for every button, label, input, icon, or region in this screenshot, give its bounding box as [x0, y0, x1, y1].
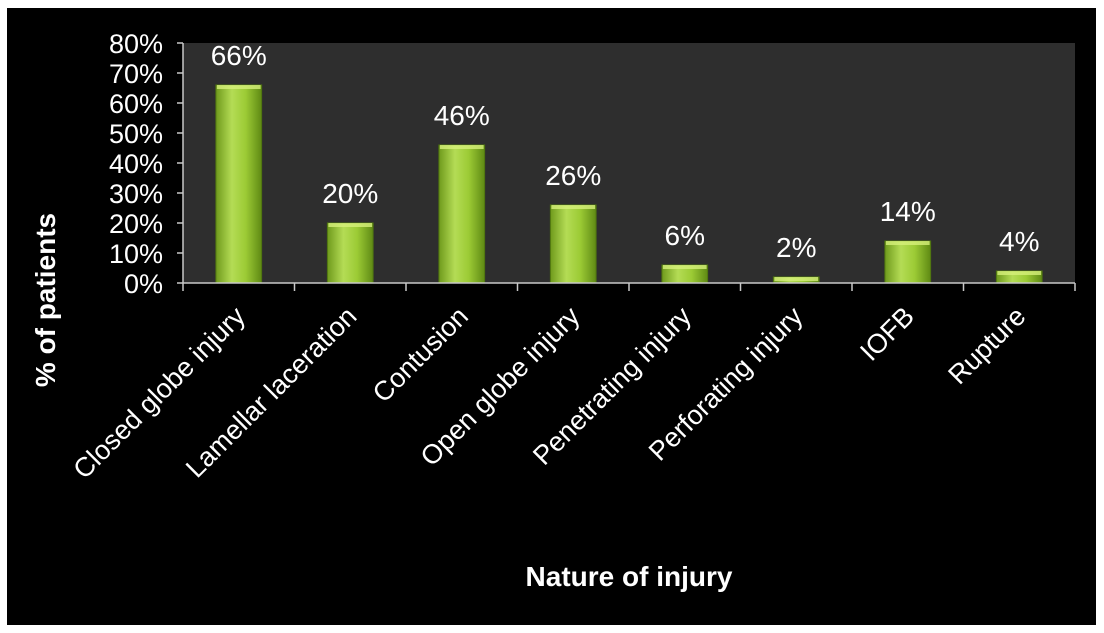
- x-tick-label: Contusion: [367, 301, 474, 408]
- bar: [215, 84, 263, 284]
- bar-highlight: [216, 85, 261, 89]
- y-tick-label: 0%: [124, 269, 163, 299]
- bar: [438, 144, 486, 284]
- bar: [884, 240, 932, 284]
- bar-highlight: [997, 271, 1042, 275]
- bars: [215, 84, 1043, 284]
- x-axis-title: Nature of injury: [526, 561, 733, 592]
- data-label: 46%: [434, 100, 490, 131]
- data-label: 4%: [999, 226, 1039, 257]
- y-tick-label: 60%: [109, 89, 163, 119]
- y-tick-label: 30%: [109, 179, 163, 209]
- bar-highlight: [551, 205, 596, 209]
- y-tick-label: 50%: [109, 119, 163, 149]
- data-label: 2%: [776, 232, 816, 263]
- x-tick-label: Rupture: [942, 301, 1031, 390]
- y-tick-label: 70%: [109, 59, 163, 89]
- x-tick-label: IOFB: [854, 301, 920, 367]
- bar-highlight: [774, 277, 819, 281]
- plot-area: [183, 43, 1075, 283]
- data-label: 26%: [545, 160, 601, 191]
- y-axis-title: % of patients: [30, 213, 61, 387]
- data-label: 6%: [665, 220, 705, 251]
- data-label: 66%: [211, 40, 267, 71]
- data-label: 14%: [880, 196, 936, 227]
- bar-highlight: [439, 145, 484, 149]
- y-tick-label: 40%: [109, 149, 163, 179]
- bar: [326, 222, 374, 284]
- bar-highlight: [328, 223, 373, 227]
- bar: [549, 204, 597, 284]
- y-tick-label: 10%: [109, 239, 163, 269]
- bar-highlight: [885, 241, 930, 245]
- y-tick-label: 20%: [109, 209, 163, 239]
- data-label: 20%: [322, 178, 378, 209]
- bar-highlight: [662, 265, 707, 269]
- y-tick-label: 80%: [109, 29, 163, 59]
- data-labels: 66% 20% 46% 26% 6% 2% 14% 4%: [211, 40, 1040, 263]
